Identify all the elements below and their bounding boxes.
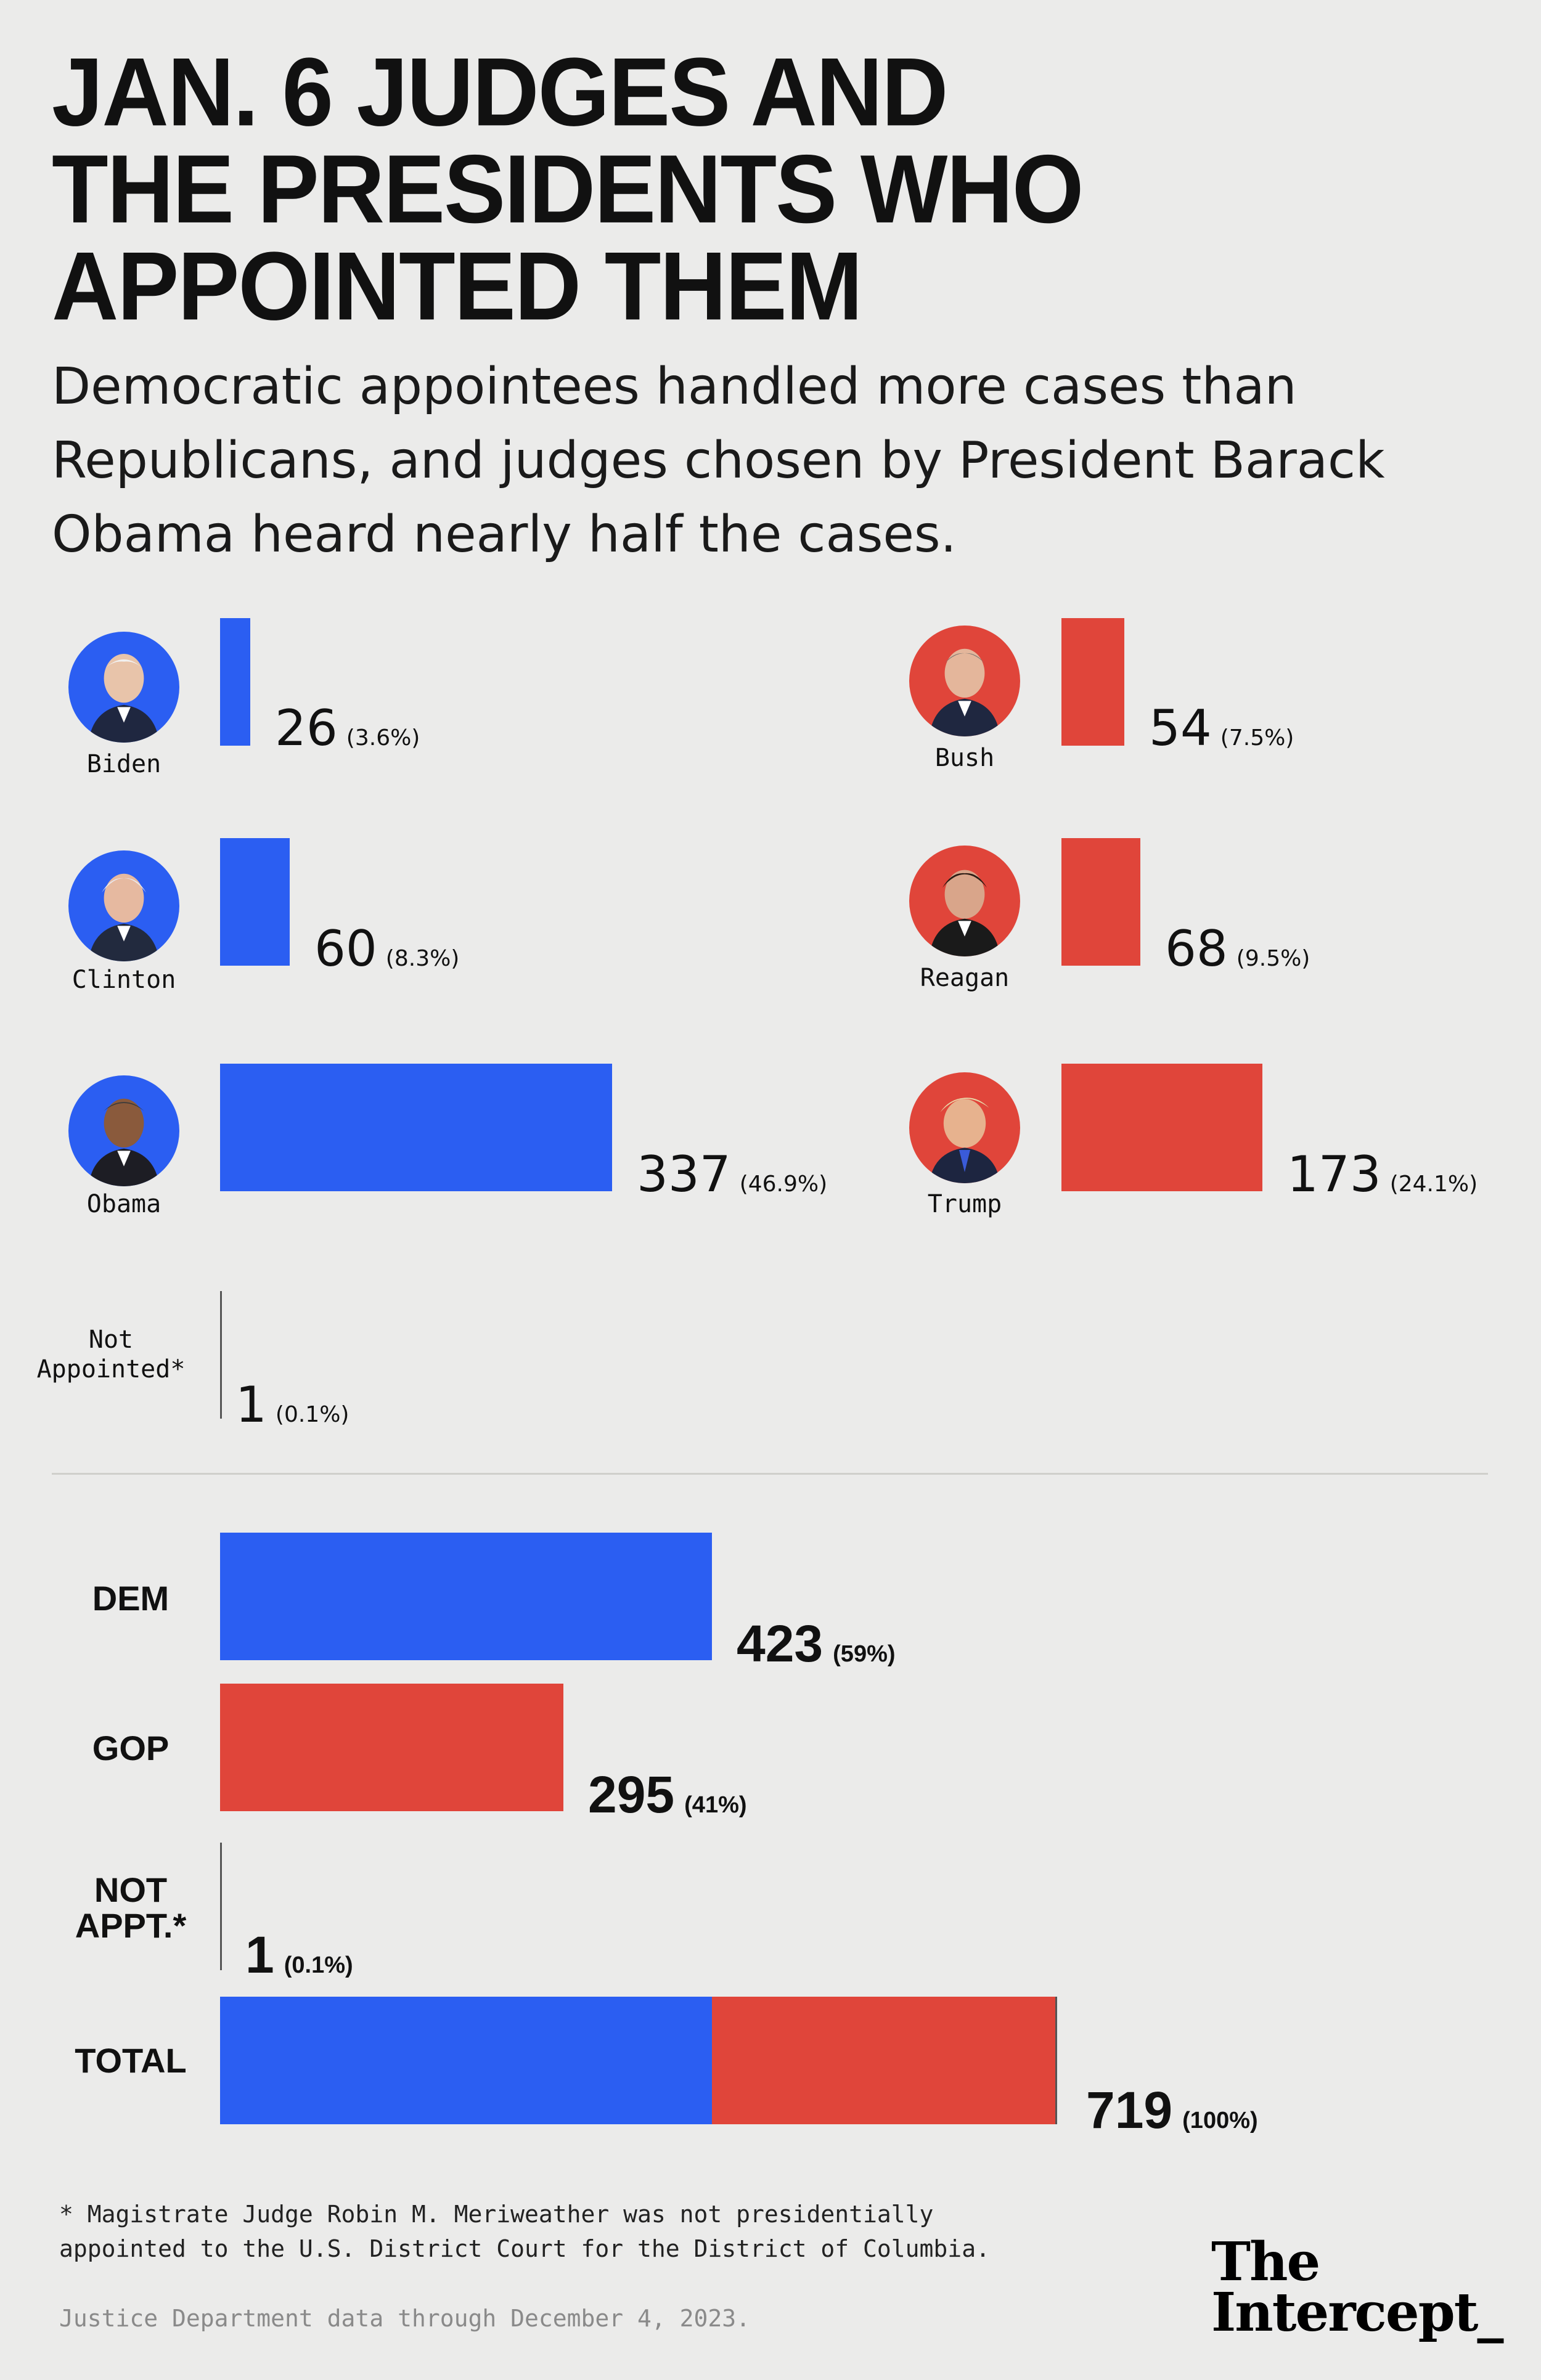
title-line: APPOINTED THEM: [52, 231, 863, 340]
biden-portrait-icon: [68, 632, 179, 743]
clinton-portrait-icon: [68, 850, 179, 961]
value-number: 60: [314, 920, 377, 977]
value-percent: (46.9%): [739, 1172, 828, 1197]
president-label-clinton: Clinton: [72, 966, 176, 994]
summary-label-not-appt: NOT APPT.*: [51, 1872, 211, 1944]
logo-line: The: [1211, 2231, 1320, 2293]
value-number: 54: [1149, 699, 1212, 757]
footnote-line: appointed to the U.S. District Court for…: [59, 2235, 990, 2262]
value-percent: (100%): [1182, 2108, 1258, 2133]
value-number: 173: [1287, 1146, 1381, 1203]
bar-reagan: [1061, 838, 1140, 966]
summary-label-line: DEM: [92, 1579, 170, 1618]
bar-total-end-tick: [1055, 1997, 1057, 2124]
value-percent: (7.5%): [1220, 725, 1294, 751]
not-appointed-line: Not: [88, 1326, 134, 1354]
value-number: 719: [1086, 2081, 1173, 2139]
value-number: 423: [737, 1615, 824, 1673]
value-label-dem-total: 423 (59%): [737, 1618, 896, 1669]
obama-portrait-icon: [68, 1075, 179, 1186]
bar-total-gop-segment: [712, 1997, 1055, 2124]
bar-bush: [1061, 618, 1124, 746]
summary-label-total: TOTAL: [51, 2043, 211, 2079]
value-number: 295: [588, 1766, 675, 1824]
the-intercept-logo: The Intercept_: [1211, 2231, 1503, 2344]
trump-portrait-icon: [909, 1072, 1020, 1183]
chart-title: JAN. 6 JUDGES AND THE PRESIDENTS WHO APP…: [52, 43, 1469, 335]
summary-label-line: NOT: [94, 1870, 168, 1909]
not-appointed-label: Not Appointed*: [18, 1325, 203, 1384]
value-percent: (0.1%): [275, 1402, 349, 1427]
president-label-biden: Biden: [86, 750, 161, 778]
summary-label-line: GOP: [92, 1729, 170, 1767]
summary-label-line: APPT.*: [75, 1906, 187, 1945]
value-percent: (41%): [684, 1792, 747, 1818]
president-label-obama: Obama: [86, 1190, 161, 1218]
value-label-clinton: 60 (8.3%): [314, 924, 459, 974]
value-percent: (59%): [833, 1641, 896, 1667]
not-appointed-line: Appointed*: [36, 1355, 186, 1384]
value-label-gop-total: 295 (41%): [588, 1769, 747, 1820]
reagan-portrait-icon: [909, 846, 1020, 956]
value-label-reagan: 68 (9.5%): [1165, 924, 1310, 974]
summary-label-gop: GOP: [51, 1730, 211, 1766]
value-percent: (3.6%): [346, 725, 420, 751]
section-divider: [52, 1473, 1488, 1475]
summary-label-dem: DEM: [51, 1581, 211, 1616]
value-number: 1: [245, 1926, 274, 1984]
value-percent: (0.1%): [284, 1952, 353, 1978]
summary-label-line: TOTAL: [75, 2041, 187, 2080]
title-line: THE PRESIDENTS WHO: [52, 134, 1084, 243]
value-label-biden: 26 (3.6%): [275, 704, 420, 753]
logo-line: Intercept_: [1211, 2281, 1503, 2344]
bar-not-appointed: [220, 1291, 222, 1419]
bar-biden: [220, 618, 250, 746]
value-number: 337: [637, 1146, 731, 1203]
bar-gop-total: [220, 1684, 563, 1811]
president-label-reagan: Reagan: [920, 964, 1010, 992]
value-label-trump: 173 (24.1%): [1287, 1150, 1478, 1199]
subtitle-line: Democratic appointees handled more cases…: [52, 357, 1297, 416]
value-label-obama: 337 (46.9%): [637, 1150, 827, 1199]
value-label-not-appt-total: 1 (0.1%): [245, 1929, 353, 1981]
value-label-bush: 54 (7.5%): [1149, 704, 1294, 753]
bar-dem-total: [220, 1533, 712, 1660]
source-note: Justice Department data through December…: [59, 2305, 751, 2332]
subtitle-line: Republicans, and judges chosen by Presid…: [52, 431, 1385, 490]
bar-not-appt-total: [220, 1843, 222, 1970]
bar-clinton: [220, 838, 290, 966]
value-percent: (8.3%): [385, 946, 460, 971]
footnote: * Magistrate Judge Robin M. Meriweather …: [59, 2197, 990, 2266]
chart-subtitle: Democratic appointees handled more cases…: [52, 350, 1469, 572]
bar-trump: [1061, 1064, 1262, 1191]
value-number: 1: [235, 1376, 267, 1433]
value-label-not-appointed: 1 (0.1%): [235, 1380, 349, 1430]
bar-obama: [220, 1064, 612, 1191]
value-label-total: 719 (100%): [1086, 2084, 1258, 2136]
value-percent: (9.5%): [1236, 946, 1310, 971]
subtitle-line: Obama heard nearly half the cases.: [52, 505, 957, 564]
value-percent: (24.1%): [1389, 1172, 1478, 1197]
president-label-bush: Bush: [934, 744, 995, 772]
value-number: 26: [275, 699, 338, 757]
president-label-trump: Trump: [927, 1190, 1002, 1218]
bush-portrait-icon: [909, 626, 1020, 736]
title-line: JAN. 6 JUDGES AND: [52, 37, 948, 146]
footnote-line: * Magistrate Judge Robin M. Meriweather …: [59, 2201, 934, 2228]
bar-total-dem-segment: [220, 1997, 712, 2124]
value-number: 68: [1165, 920, 1228, 977]
